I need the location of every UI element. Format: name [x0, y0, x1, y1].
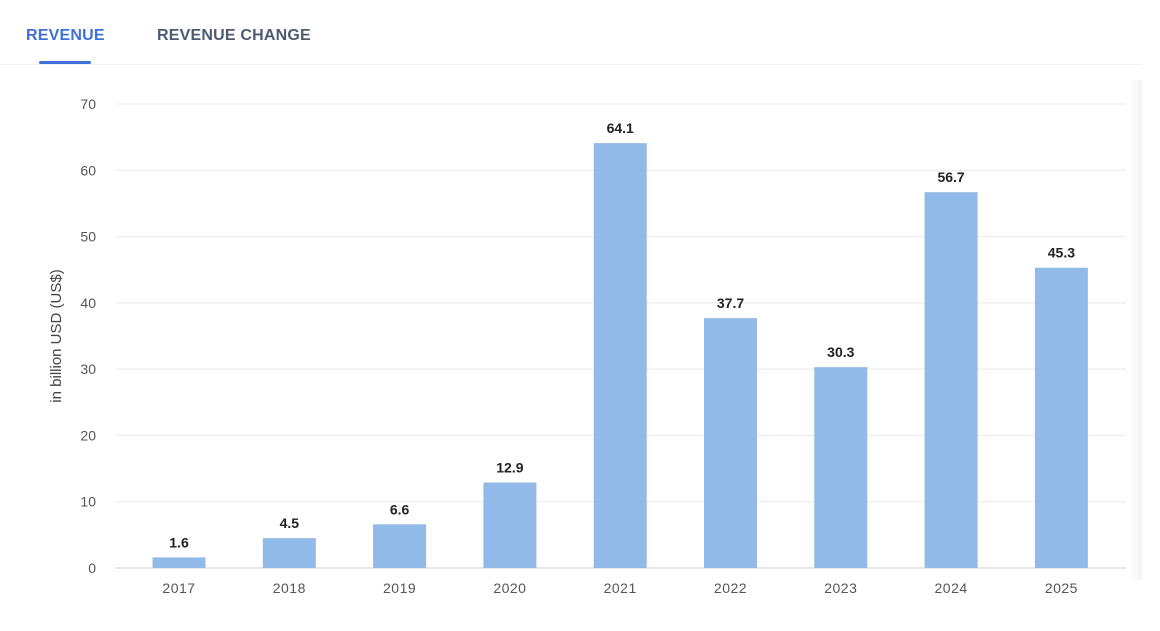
data-label: 64.1 — [607, 120, 634, 136]
data-labels: 1.6 4.5 6.6 12.9 64.1 37.7 30.3 56.7 45.3 — [169, 120, 1075, 550]
x-tick-label: 2024 — [935, 580, 968, 596]
bar-2018[interactable] — [262, 538, 316, 568]
tab-bar: REVENUE REVENUE CHANGE — [0, 0, 1142, 65]
data-label: 45.3 — [1048, 245, 1075, 261]
bar-2023[interactable] — [814, 367, 868, 568]
data-label: 1.6 — [169, 534, 189, 550]
data-label: 6.6 — [390, 501, 410, 517]
y-tick-label: 0 — [88, 560, 96, 576]
bar-2024[interactable] — [924, 192, 978, 568]
y-axis-ticks: 0 10 20 30 40 50 60 70 — [80, 96, 96, 576]
x-axis-ticks: 2017 2018 2019 2020 2021 2022 2023 2024 2025 — [162, 580, 1078, 596]
y-axis-label: in billion USD (US$) — [48, 269, 65, 402]
bar-2020[interactable] — [483, 482, 537, 568]
x-tick-label: 2025 — [1045, 580, 1078, 596]
y-tick-label: 10 — [80, 494, 96, 510]
x-tick-label: 2018 — [273, 580, 306, 596]
tab-revenue-change[interactable]: REVENUE CHANGE — [157, 27, 311, 44]
data-label: 30.3 — [827, 344, 854, 360]
x-tick-label: 2021 — [604, 580, 637, 596]
bar-2017[interactable] — [152, 557, 206, 568]
bar-2025[interactable] — [1034, 267, 1088, 568]
bars — [152, 143, 1088, 568]
y-tick-label: 50 — [80, 229, 96, 245]
chart-container: 1.6 4.5 6.6 12.9 64.1 37.7 30.3 56.7 45.3 2017 20… — [0, 64, 1160, 626]
data-label: 12.9 — [496, 459, 523, 475]
active-tab-indicator — [39, 61, 91, 64]
y-tick-label: 70 — [80, 96, 96, 112]
x-tick-label: 2023 — [824, 580, 857, 596]
x-tick-label: 2017 — [162, 580, 195, 596]
bar-2021[interactable] — [593, 143, 647, 568]
y-tick-label: 30 — [80, 361, 96, 377]
data-label: 37.7 — [717, 295, 744, 311]
y-tick-label: 60 — [80, 162, 96, 178]
y-tick-label: 20 — [80, 427, 96, 443]
data-label: 56.7 — [937, 169, 964, 185]
x-tick-label: 2020 — [493, 580, 526, 596]
x-tick-label: 2019 — [383, 580, 416, 596]
bar-2022[interactable] — [704, 318, 757, 568]
y-tick-label: 40 — [80, 295, 96, 311]
bar-2019[interactable] — [373, 524, 427, 568]
scroll-fade — [1128, 80, 1142, 580]
data-label: 4.5 — [280, 515, 300, 531]
x-tick-label: 2022 — [714, 580, 747, 596]
tab-revenue[interactable]: REVENUE — [26, 27, 105, 44]
revenue-bar-chart: 1.64.56.612.964.137.730.356.745.3 2017 20… — [48, 96, 1126, 596]
